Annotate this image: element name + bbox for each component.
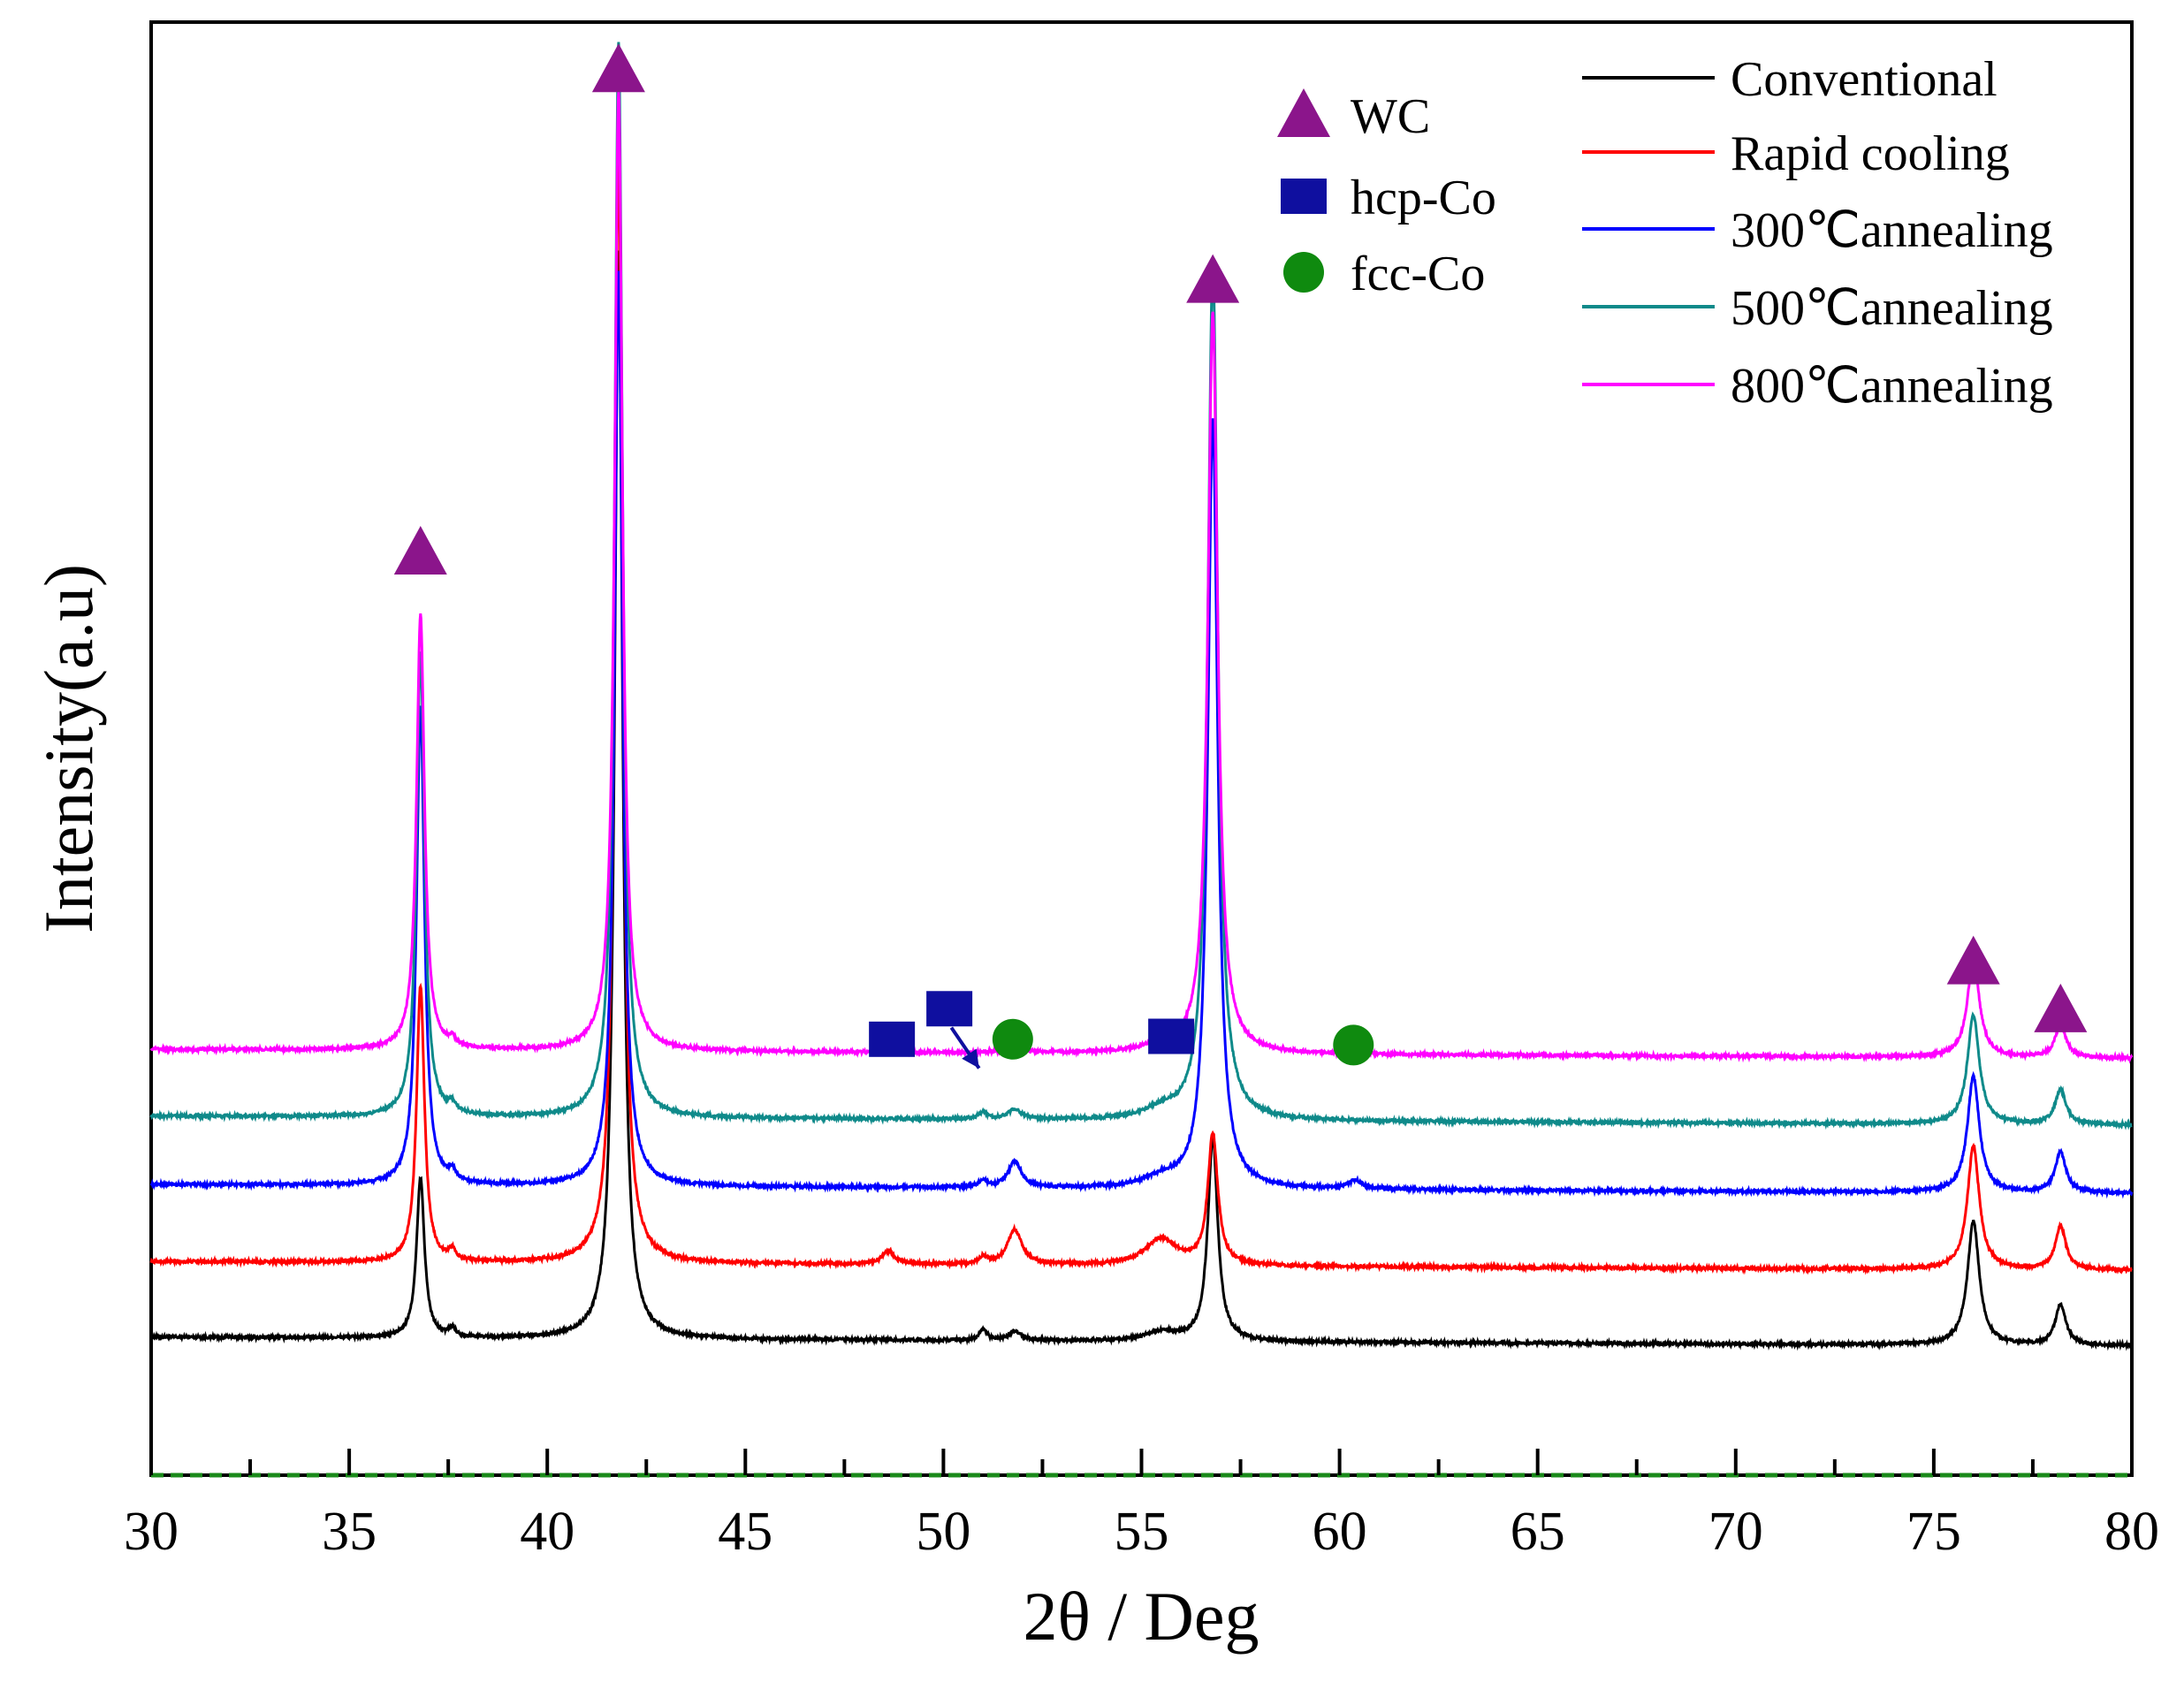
- fcc-co-peak-marker: [992, 1018, 1033, 1060]
- phase-legend-circle-icon: [1283, 252, 1324, 293]
- annotation-arrow-head: [962, 1048, 979, 1069]
- x-tick-label: 40: [520, 1502, 575, 1562]
- x-tick-label: 45: [718, 1502, 772, 1562]
- series-legend-label: 500℃annealing: [1731, 281, 2053, 336]
- series-legend-label: 800℃annealing: [1731, 359, 2053, 414]
- x-tick-label: 55: [1115, 1502, 1169, 1562]
- phase-legend: WC hcp-Co fcc-Co: [1277, 88, 1496, 301]
- phase-markers: [393, 43, 2088, 1069]
- x-tick-label: 65: [1511, 1502, 1565, 1562]
- wc-peak-marker: [393, 526, 447, 575]
- phase-legend-label: fcc-Co: [1351, 247, 1485, 301]
- hcp-co-peak-marker: [1148, 1018, 1195, 1054]
- x-axis-label: 2θ / Deg: [1024, 1578, 1259, 1655]
- series-legend-label: Rapid cooling: [1731, 126, 2010, 181]
- x-tick-label: 35: [322, 1502, 377, 1562]
- x-tick-label: 70: [1708, 1502, 1763, 1562]
- hcp-co-peak-marker: [869, 1021, 916, 1057]
- phase-legend-square-icon: [1281, 179, 1327, 214]
- x-tick-label: 75: [1906, 1502, 1961, 1562]
- series-line-5: [149, 90, 2134, 1064]
- wc-peak-marker: [2034, 983, 2088, 1032]
- series-line-4: [149, 42, 2133, 1130]
- x-tick-label: 30: [124, 1502, 179, 1562]
- wc-peak-marker: [1186, 254, 1240, 303]
- phase-legend-label: WC: [1351, 89, 1430, 144]
- wc-peak-marker: [591, 43, 645, 93]
- series-group: [149, 42, 2134, 1351]
- series-legend-label: Conventional: [1731, 52, 1998, 107]
- y-axis-label: Intensity(a.u): [30, 564, 107, 933]
- series-line-3: [149, 270, 2134, 1199]
- phase-legend-label: hcp-Co: [1351, 171, 1496, 225]
- x-tick-label: 60: [1313, 1502, 1367, 1562]
- x-tick-label: 50: [916, 1502, 970, 1562]
- wc-peak-marker: [1946, 935, 2000, 985]
- series-legend: Conventional Rapid cooling 300℃annealing 50…: [1582, 52, 2053, 414]
- series-line-2: [149, 145, 2133, 1275]
- x-tick-label: 80: [2104, 1502, 2159, 1562]
- series-legend-label: 300℃annealing: [1731, 203, 2053, 258]
- phase-legend-triangle-icon: [1277, 88, 1330, 137]
- x-axis: 30 35 40 45 50 55 60 65 70 75 80: [124, 1449, 2159, 1562]
- fcc-co-peak-marker: [1333, 1024, 1374, 1066]
- series-line-1: [149, 250, 2134, 1351]
- hcp-co-peak-marker: [926, 991, 973, 1027]
